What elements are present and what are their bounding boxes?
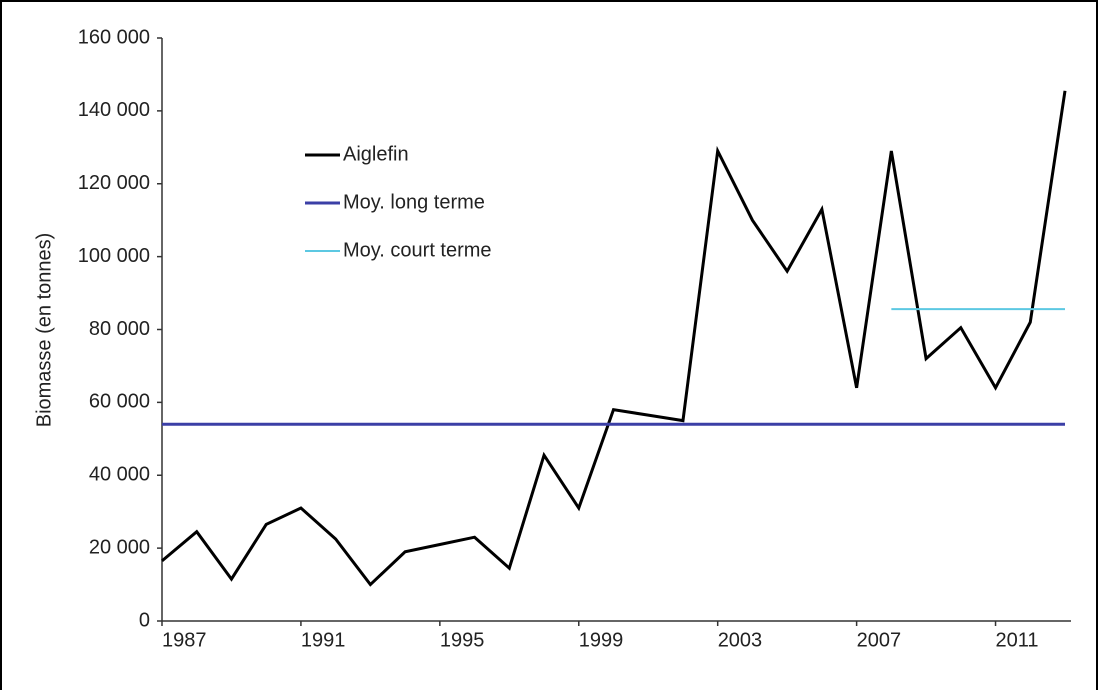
x-tick-label: 1995 <box>440 629 485 651</box>
series-line <box>161 90 1067 587</box>
legend-label: Moy. long terme <box>343 191 485 213</box>
y-tick-label: 20 000 <box>89 536 150 558</box>
y-axis-label: Biomasse (en tonnes) <box>33 233 55 428</box>
legend-label: Aiglefin <box>343 143 409 165</box>
y-tick-label: 40 000 <box>89 464 150 486</box>
y-tick-label: 100 000 <box>78 245 150 267</box>
x-tick-label: 1991 <box>301 629 346 651</box>
y-tick-label: 120 000 <box>78 172 150 194</box>
y-tick-label: 160 000 <box>78 26 150 48</box>
x-tick-label: 2007 <box>857 629 902 651</box>
y-tick-label: 0 <box>139 609 150 631</box>
x-tick-label: 1987 <box>162 629 207 651</box>
x-tick-label: 2003 <box>718 629 763 651</box>
legend-label: Moy. court terme <box>343 239 492 261</box>
y-tick-label: 80 000 <box>89 318 150 340</box>
y-tick-label: 60 000 <box>89 391 150 413</box>
x-tick-label: 2011 <box>996 629 1039 651</box>
y-tick-label: 140 000 <box>78 99 150 121</box>
x-tick-label: 1999 <box>579 629 624 651</box>
